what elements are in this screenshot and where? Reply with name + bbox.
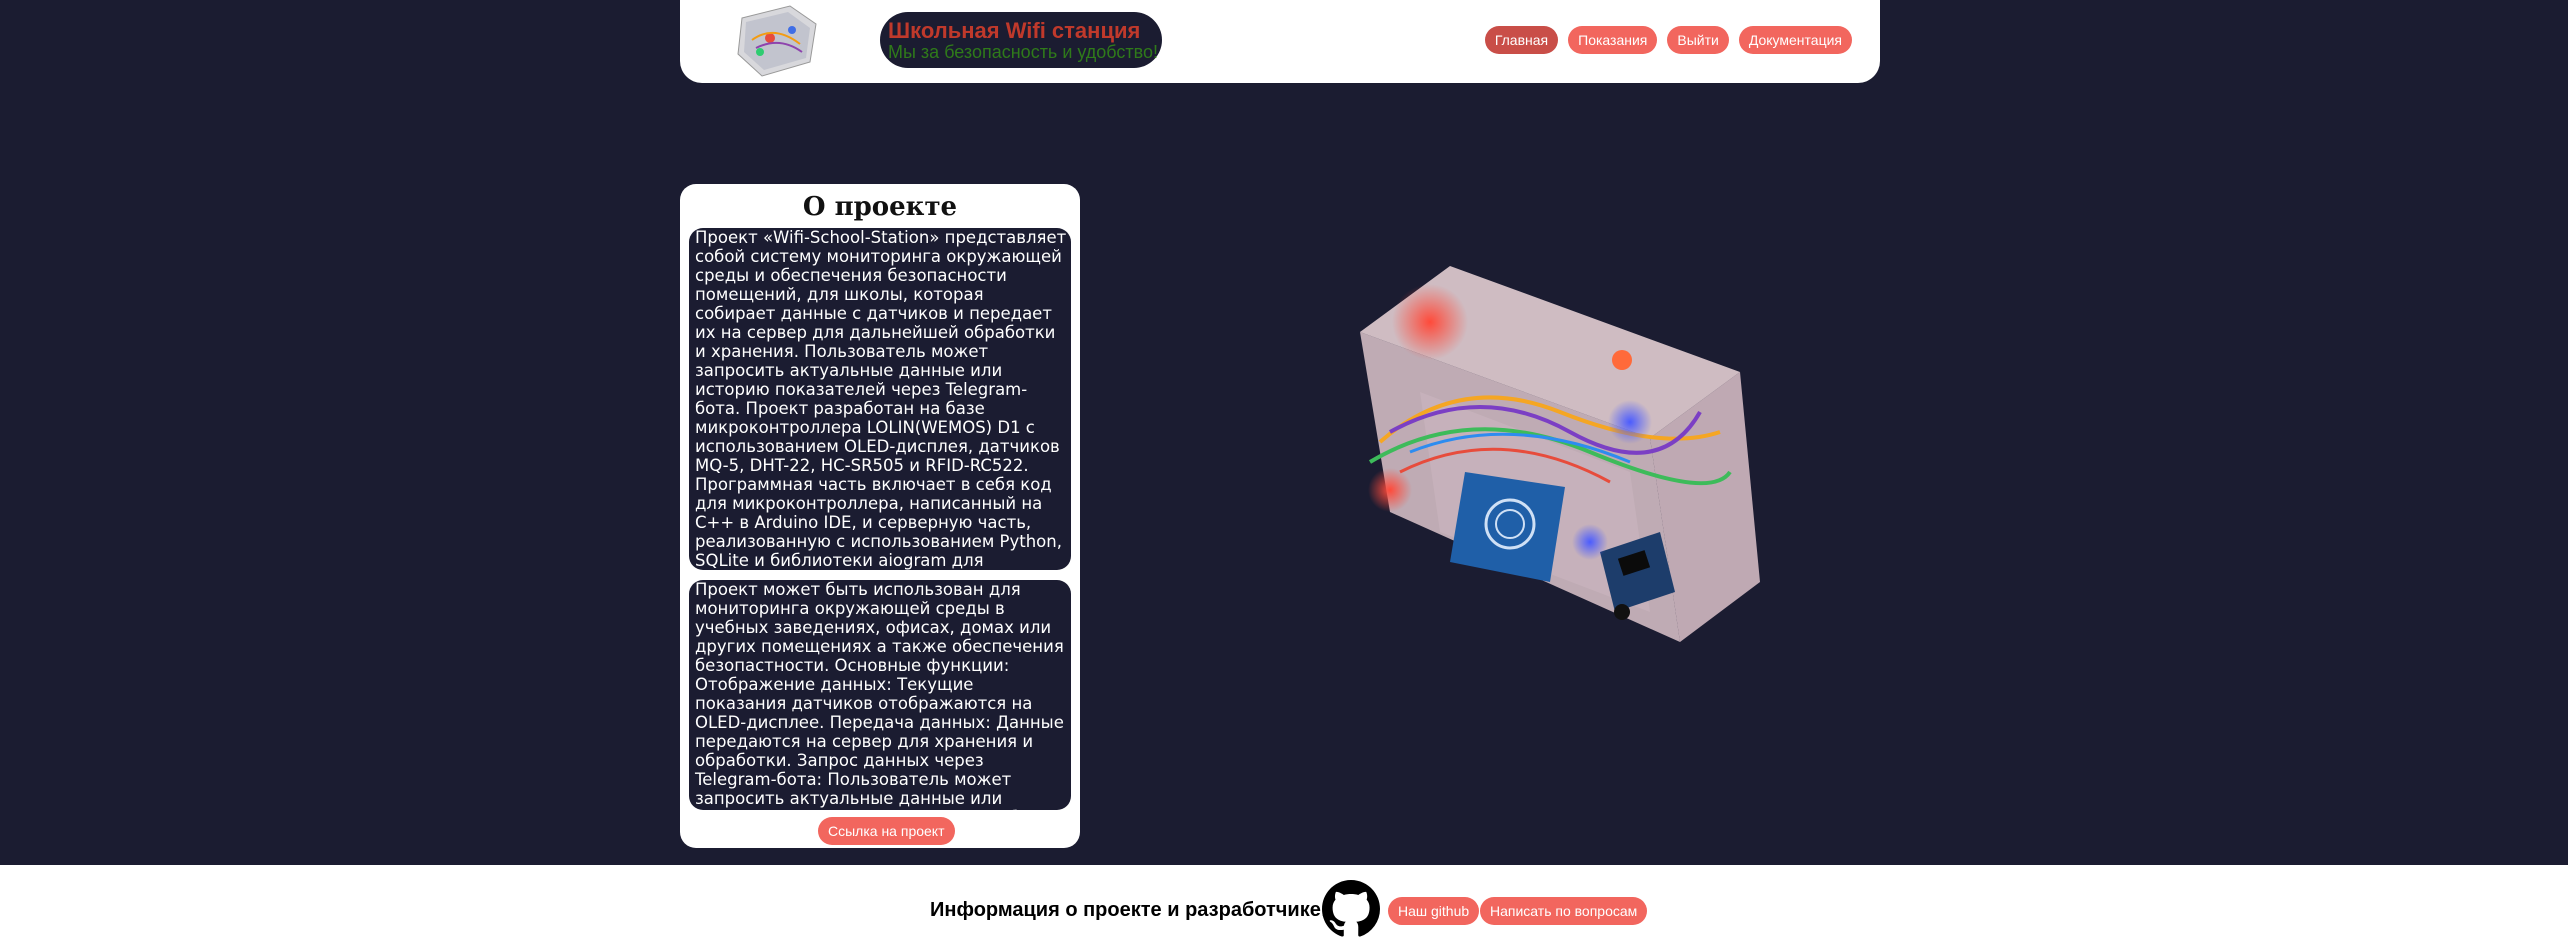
contact-button[interactable]: Написать по вопросам <box>1480 897 1648 925</box>
about-description: Проект «Wifi-School-Station» представляе… <box>689 228 1071 570</box>
about-panel: О проекте Проект «Wifi-School-Station» п… <box>680 184 1080 848</box>
about-title: О проекте <box>802 192 958 222</box>
device-logo-icon[interactable] <box>730 0 820 80</box>
project-link-button[interactable]: Ссылка на проект <box>818 817 955 845</box>
nav-docs-button[interactable]: Документация <box>1738 26 1852 54</box>
nav-logout-button[interactable]: Выйти <box>1667 26 1729 54</box>
github-link-button[interactable]: Наш github <box>1388 897 1480 925</box>
brand-subtitle: Мы за безопасность и удобство! <box>888 42 1159 62</box>
site-header: Школьная Wifi станция Мы за безопасность… <box>680 0 1880 83</box>
device-photo <box>1300 262 1760 662</box>
nav-home-button[interactable]: Главная <box>1484 26 1559 54</box>
footer-label: Информация о проекте и разработчике: <box>930 899 1328 921</box>
about-features: Проект может быть использован для монито… <box>689 580 1071 810</box>
main-nav: Главная Показания Выйти Документация <box>1484 26 1852 54</box>
nav-readings-button[interactable]: Показания <box>1568 26 1658 54</box>
github-icon[interactable] <box>1322 880 1380 938</box>
brand-badge: Школьная Wifi станция Мы за безопасность… <box>880 12 1162 68</box>
brand-title: Школьная Wifi станция <box>888 18 1141 43</box>
site-footer: Информация о проекте и разработчике: Наш… <box>0 865 2568 948</box>
